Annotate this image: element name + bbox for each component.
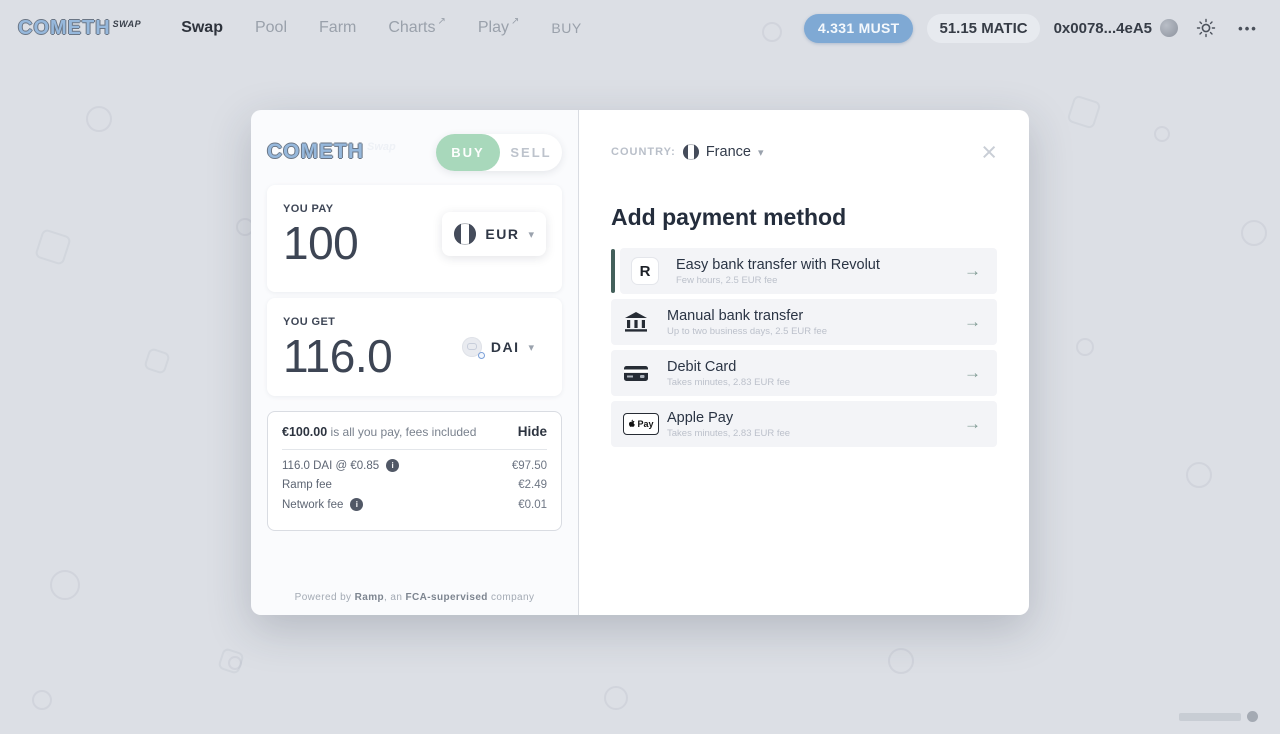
ramp-buy-modal: COMETH Swap BUY SELL YOU PAY 100 EUR ▾ Y… — [251, 110, 1029, 615]
arrow-right-icon: → — [964, 312, 981, 331]
payment-method-revolut[interactable]: R Easy bank transfer with Revolut Few ho… — [611, 248, 997, 294]
revolut-icon: R — [632, 258, 658, 284]
payment-methods-list: R Easy bank transfer with Revolut Few ho… — [611, 248, 997, 447]
chevron-down-icon: ▾ — [528, 341, 534, 354]
cometh-logo[interactable]: COMETH SWAP — [18, 17, 141, 40]
you-get-label: YOU GET — [283, 316, 336, 328]
payment-method-apple-pay[interactable]: Pay Apple Pay Takes minutes, 2.83 EUR fe… — [611, 401, 997, 447]
fee-row-ramp-fee: Ramp fee €2.49 — [282, 479, 547, 491]
ellipsis-icon: ••• — [1238, 20, 1258, 36]
nav-item-pool[interactable]: Pool — [254, 19, 288, 36]
info-icon[interactable]: i — [386, 459, 400, 472]
method-name: Easy bank transfer with Revolut — [676, 256, 880, 273]
close-icon[interactable]: × — [981, 137, 997, 167]
payment-method-bank-transfer[interactable]: Manual bank transfer Up to two business … — [611, 299, 997, 345]
nav-right-group: 4.331 MUST 51.15 MATIC 0x0078...4eA5 ••• — [803, 13, 1262, 43]
nav-item-swap[interactable]: Swap — [181, 19, 223, 36]
country-label: COUNTRY: — [611, 146, 676, 158]
sun-icon — [1196, 18, 1216, 38]
buy-tab[interactable]: BUY — [436, 133, 500, 171]
crypto-asset-selector[interactable]: DAI ▾ — [449, 325, 546, 369]
you-get-card: YOU GET 116.0 DAI ▾ — [267, 298, 562, 396]
dai-token-icon — [461, 337, 485, 359]
buy-sell-toggle: BUY SELL — [436, 133, 562, 171]
you-pay-card: YOU PAY 100 EUR ▾ — [267, 185, 562, 292]
selected-accent-bar — [611, 249, 615, 293]
payment-panel-header: COUNTRY: France ▾ × — [611, 137, 997, 167]
crypto-asset-code: DAI — [490, 339, 520, 355]
eur-currency-icon — [454, 223, 477, 245]
payment-method-debit-card[interactable]: Debit Card Takes minutes, 2.83 EUR fee → — [611, 350, 997, 396]
you-pay-label: YOU PAY — [283, 203, 334, 215]
buy-widget-panel: COMETH Swap BUY SELL YOU PAY 100 EUR ▾ Y… — [251, 110, 579, 615]
fee-row-asset-rate: 116.0 DAI @ €0.85 i €97.50 — [282, 459, 547, 472]
method-name: Apple Pay — [667, 409, 734, 426]
watermark-dot — [1247, 711, 1258, 722]
fca-supervised: FCA-supervised — [405, 592, 488, 603]
cometh-logo-swap-suffix: SWAP — [112, 18, 142, 29]
external-link-icon: ↗ — [437, 16, 446, 27]
arrow-right-icon: → — [964, 414, 981, 433]
matic-balance-pill[interactable]: 51.15 MATIC — [927, 13, 1040, 43]
watermark — [1179, 711, 1258, 722]
apple-pay-icon: Pay — [623, 413, 659, 435]
watermark-text-smudge — [1179, 712, 1241, 721]
payment-method-panel: COUNTRY: France ▾ × Add payment method R… — [579, 110, 1029, 615]
wallet-account-button[interactable]: 0x0078...4eA5 — [1054, 19, 1178, 37]
fee-value: €2.49 — [518, 479, 547, 491]
powered-by-ramp-footer: Powered by Ramp, an FCA-supervised compa… — [294, 592, 535, 603]
chevron-down-icon: ▾ — [528, 228, 534, 241]
fiat-currency-code: EUR — [485, 226, 520, 242]
fee-row-network-fee: Network fee i €0.01 — [282, 498, 547, 511]
nav-item-buy[interactable]: BUY — [551, 20, 582, 36]
wallet-identicon — [1160, 19, 1178, 37]
you-pay-amount-input[interactable]: 100 — [283, 217, 359, 269]
fiat-currency-selector[interactable]: EUR ▾ — [442, 212, 546, 256]
add-payment-method-title: Add payment method — [611, 204, 847, 230]
bank-icon — [625, 312, 647, 332]
wallet-address: 0x0078...4eA5 — [1053, 19, 1152, 37]
fee-value: €0.01 — [518, 498, 547, 511]
top-navbar: COMETH SWAP Swap Pool Farm Charts ↗ Play ↗… — [0, 0, 1280, 56]
arrow-right-icon: → — [964, 261, 981, 280]
widget-logo-suffix: Swap — [367, 141, 396, 153]
fee-divider — [282, 449, 547, 450]
method-name: Debit Card — [667, 358, 737, 375]
chevron-down-icon: ▾ — [757, 146, 764, 159]
widget-header: COMETH Swap BUY SELL — [267, 133, 562, 171]
france-flag-icon — [682, 144, 699, 160]
method-detail: Takes minutes, 2.83 EUR fee — [667, 427, 791, 439]
ramp-brand: Ramp — [354, 592, 385, 603]
country-value: France — [705, 144, 751, 160]
fee-summary-row: €100.00 is all you pay, fees included Hi… — [282, 424, 547, 439]
hide-fees-button[interactable]: Hide — [517, 424, 547, 439]
method-detail: Few hours, 2.5 EUR fee — [676, 274, 778, 286]
fee-breakdown-box: €100.00 is all you pay, fees included Hi… — [267, 411, 562, 531]
nav-item-play[interactable]: Play ↗ — [477, 16, 520, 36]
more-menu-button[interactable]: ••• — [1234, 14, 1262, 42]
sell-tab[interactable]: SELL — [510, 144, 552, 160]
widget-cometh-logo: COMETH Swap — [267, 140, 396, 163]
cometh-logo-text: COMETH — [18, 16, 111, 39]
method-name: Manual bank transfer — [667, 307, 804, 324]
theme-toggle-button[interactable] — [1192, 14, 1220, 42]
arrow-right-icon: → — [964, 363, 981, 382]
method-detail: Takes minutes, 2.83 EUR fee — [667, 376, 791, 388]
you-get-amount[interactable]: 116.0 — [283, 330, 393, 382]
credit-card-icon — [624, 365, 648, 381]
fee-summary-text: €100.00 is all you pay, fees included — [282, 425, 477, 439]
fee-value: €97.50 — [511, 459, 547, 472]
country-selector[interactable]: COUNTRY: France ▾ — [611, 144, 764, 160]
must-balance-badge[interactable]: 4.331 MUST — [803, 13, 914, 43]
method-detail: Up to two business days, 2.5 EUR fee — [667, 325, 827, 337]
nav-links: Swap Pool Farm Charts ↗ Play ↗ BUY — [181, 16, 582, 37]
info-icon[interactable]: i — [350, 498, 364, 511]
nav-item-charts[interactable]: Charts ↗ — [388, 16, 446, 36]
external-link-icon: ↗ — [510, 16, 520, 27]
nav-item-farm[interactable]: Farm — [319, 19, 357, 36]
